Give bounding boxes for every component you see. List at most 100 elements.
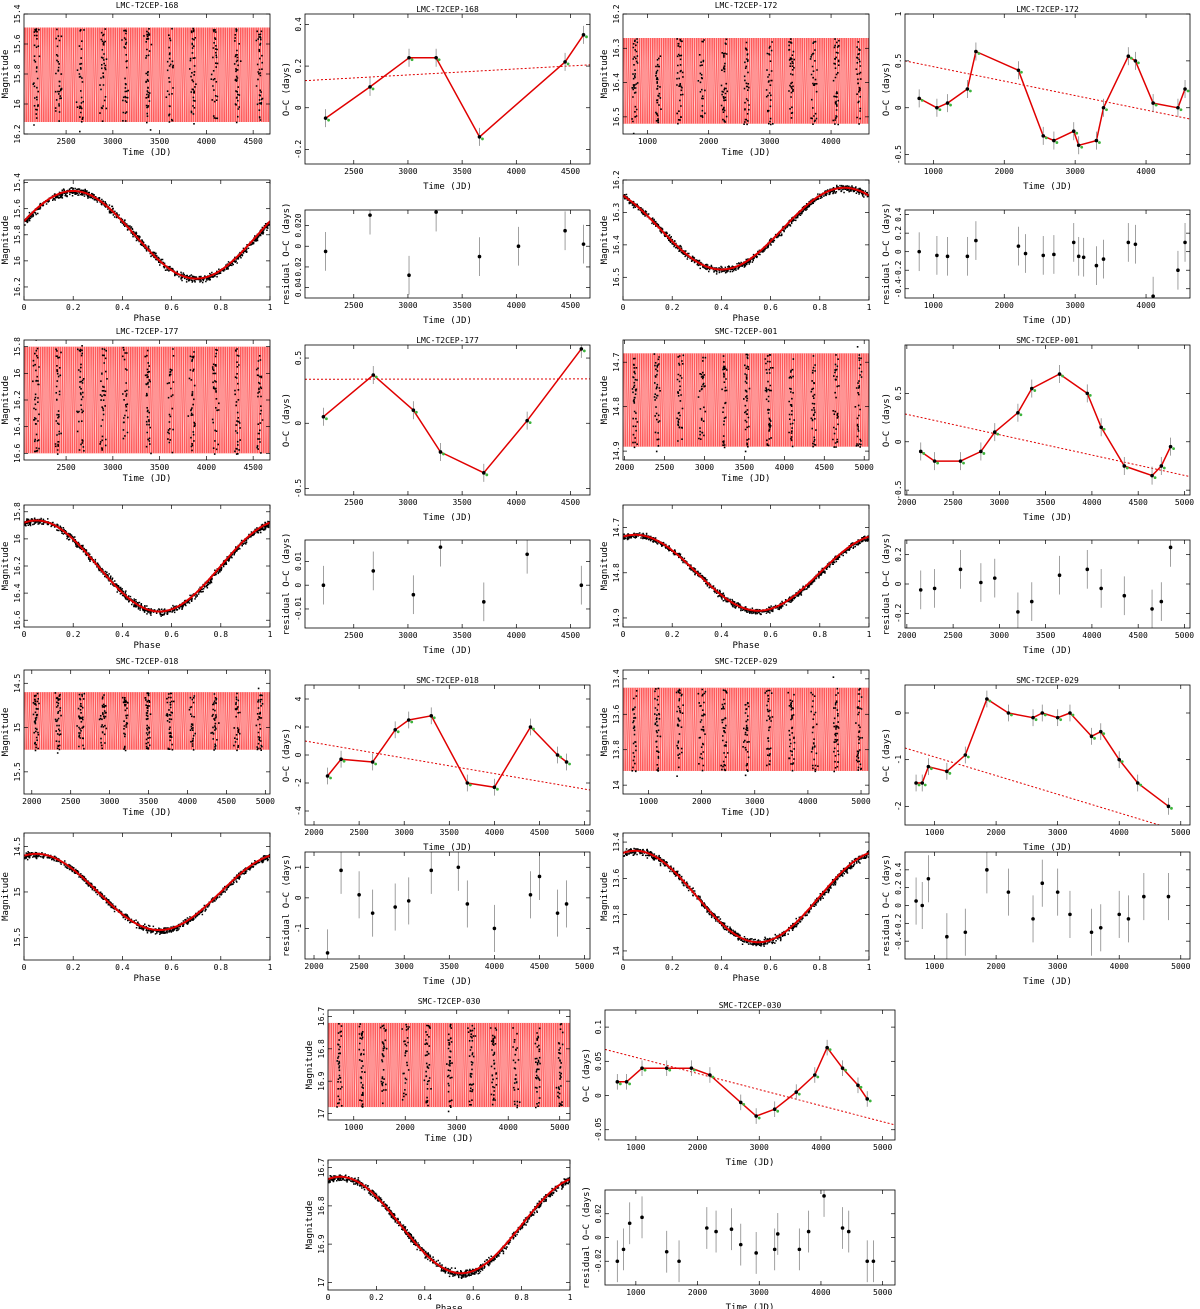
x-tick-label: 0.2 xyxy=(369,1293,384,1302)
y-tick-label: -0.01 xyxy=(294,597,303,621)
residual-point xyxy=(738,1242,743,1247)
x-tick-label: 0.6 xyxy=(164,630,179,639)
x-tick-label: 0.6 xyxy=(763,630,778,639)
model-point xyxy=(1102,732,1106,736)
model-lightcurve xyxy=(24,692,270,750)
model-point xyxy=(1019,413,1023,417)
oc-point xyxy=(945,101,950,105)
x-tick-label: 1 xyxy=(268,963,273,972)
model-point xyxy=(374,375,378,379)
residual-point xyxy=(1126,917,1131,921)
y-axis-label: Magnitude xyxy=(1,50,11,99)
y-tick-label: 13.8 xyxy=(612,905,621,924)
x-tick-label: 4000 xyxy=(1082,631,1101,640)
x-axis-label: Time (JD) xyxy=(423,843,472,853)
x-tick-label: 4500 xyxy=(530,962,549,971)
plot-frame xyxy=(904,344,1191,496)
x-tick-label: 4000 xyxy=(485,828,504,837)
residual-point xyxy=(1085,567,1090,572)
residual-point xyxy=(797,1247,802,1252)
residual-point xyxy=(1023,251,1028,256)
chart-panel: 0 0.2 0.4 0.6 0.8 1 15.4 15.6 15.8 16 16.2 Phase Mag… xyxy=(1,173,273,324)
x-axis-label: Time (JD) xyxy=(423,316,472,326)
oc-point xyxy=(917,96,921,101)
residual-point xyxy=(411,592,416,597)
x-tick-label: 3500 xyxy=(452,631,471,640)
residual-point xyxy=(465,902,470,906)
y-tick-label: 16 xyxy=(13,99,22,109)
chart-title: LMC-T2CEP-168 xyxy=(416,5,479,14)
oc-point xyxy=(1150,473,1154,478)
x-tick-label: 4000 xyxy=(775,463,794,472)
oc-point xyxy=(1151,101,1155,105)
oc-fit-curve xyxy=(920,373,1172,477)
oc-point xyxy=(1099,425,1103,430)
x-tick-label: 5000 xyxy=(550,1123,569,1132)
y-tick-label: 0.5 xyxy=(894,386,903,401)
y-tick-label: 14.7 xyxy=(612,352,621,371)
x-tick-label: 1 xyxy=(568,1293,573,1302)
x-axis-label: Time (JD) xyxy=(722,474,771,484)
oc-point xyxy=(974,49,978,54)
oc-point xyxy=(914,781,918,785)
residual-point xyxy=(1183,240,1187,245)
y-tick-label: 15.4 xyxy=(13,4,22,23)
y-axis-label: O−C (days) xyxy=(882,62,892,116)
oc-point xyxy=(1016,410,1020,415)
x-tick-label: 3000 xyxy=(750,1143,769,1152)
fourier-fit-curve xyxy=(623,533,869,612)
residual-point xyxy=(368,213,372,217)
oc-point xyxy=(411,408,416,413)
x-tick-label: 4500 xyxy=(815,463,834,472)
x-tick-label: 4000 xyxy=(811,1288,830,1297)
x-tick-label: 5000 xyxy=(1175,631,1194,640)
residual-point xyxy=(958,567,963,572)
oc-point xyxy=(1122,464,1127,468)
x-tick-label: 4500 xyxy=(244,137,263,146)
x-tick-label: 0.8 xyxy=(214,963,229,972)
y-tick-label: 0 xyxy=(594,1235,603,1240)
model-point xyxy=(342,759,346,763)
residual-point xyxy=(456,865,461,870)
chart-title: SMC-T2CEP-030 xyxy=(719,1001,782,1010)
residual-point xyxy=(974,238,978,243)
oc-point xyxy=(1055,715,1060,720)
y-tick-label: 0.5 xyxy=(894,53,903,68)
model-point xyxy=(711,1075,715,1079)
chart-panel: 0 0.2 0.4 0.6 0.8 1 15.8 16 16.2 16.4 16.6 Phase Mag… xyxy=(1,502,273,651)
residual-point xyxy=(393,905,397,909)
oc-point xyxy=(325,774,330,778)
oc-point xyxy=(992,430,997,434)
model-point xyxy=(1154,103,1158,107)
model-point xyxy=(1125,466,1129,470)
y-tick-label: 16.4 xyxy=(13,583,22,602)
y-tick-label: 15.6 xyxy=(13,199,22,218)
y-tick-label: 14 xyxy=(612,946,621,956)
y-axis-label: Magnitude xyxy=(600,542,610,591)
x-tick-label: 2000 xyxy=(699,137,718,146)
residual-point xyxy=(1031,917,1035,921)
x-tick-label: 4500 xyxy=(1129,631,1148,640)
x-tick-label: 3500 xyxy=(735,463,754,472)
y-tick-label: -2 xyxy=(894,801,903,811)
x-tick-label: 1 xyxy=(268,303,273,312)
oc-point xyxy=(920,781,925,785)
residual-point xyxy=(321,583,326,587)
model-point xyxy=(1120,760,1124,764)
model-point xyxy=(828,1048,832,1052)
residual-point xyxy=(1029,599,1034,604)
residual-point xyxy=(1126,240,1131,245)
model-point xyxy=(1172,447,1175,451)
oc-point xyxy=(434,55,438,60)
x-axis-label: Time (JD) xyxy=(1023,843,1072,853)
y-tick-label: 0 xyxy=(294,244,303,249)
residual-point xyxy=(945,934,949,939)
y-tick-label: 16.9 xyxy=(317,1071,326,1090)
x-tick-label: 0.2 xyxy=(66,630,81,639)
x-tick-label: 4500 xyxy=(561,167,580,176)
y-tick-label: -2 xyxy=(294,778,303,788)
chart-panel: 2500 3000 3500 4000 4500 -0.2 0 0.2 0.4 Time (JD)… xyxy=(282,5,591,192)
model-point xyxy=(1059,718,1063,722)
residual-point xyxy=(917,249,921,254)
